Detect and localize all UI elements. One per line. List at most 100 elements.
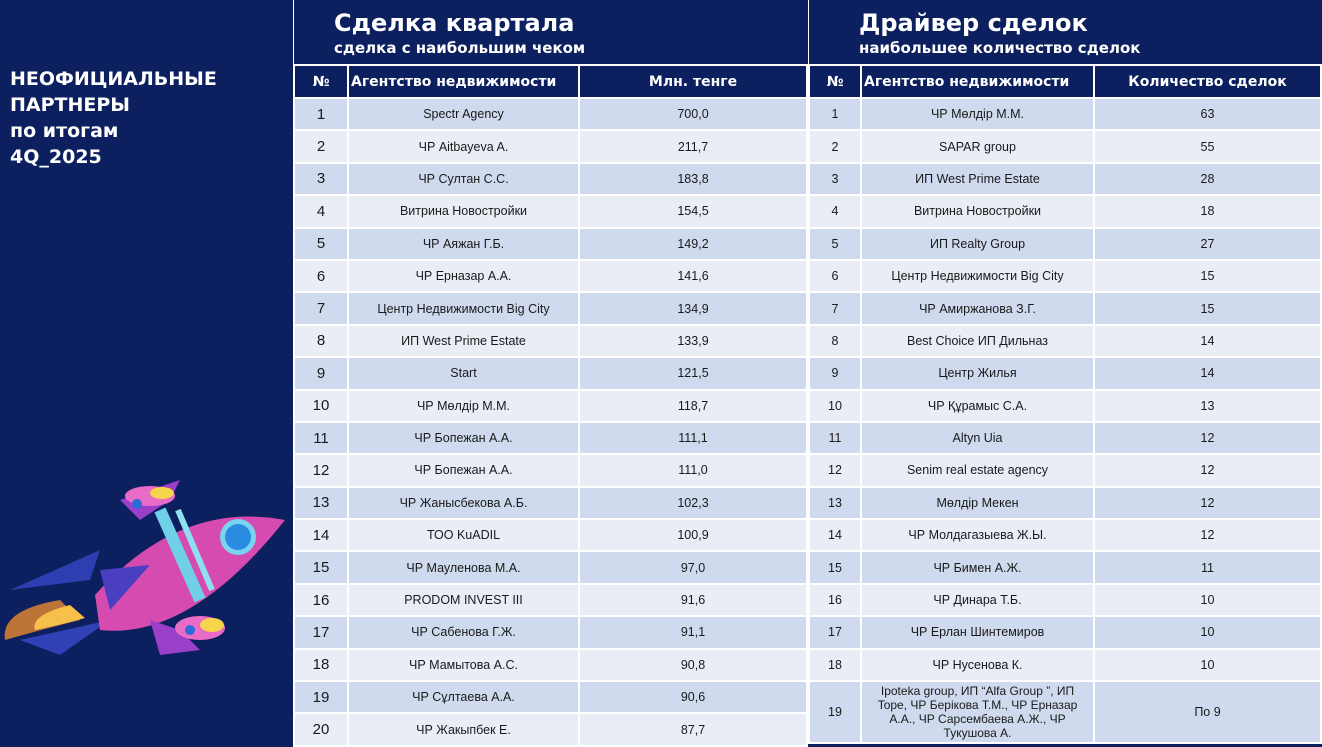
table-row: 19 ЧР Сұлтаева А.А. 90,6 (293, 680, 808, 715)
deal-of-quarter-panel: Сделка квартала сделка с наибольшим чеко… (293, 0, 808, 747)
deal-driver-panel: Драйвер сделок наибольшее количество сде… (808, 0, 1322, 745)
table-row: 19 Ipoteka group, ИП “Alfa Group ”, ИП To… (808, 680, 1322, 745)
cell-agency: ЧР Мөлдір М.М. (347, 388, 580, 423)
cell-value: 141,6 (578, 258, 808, 294)
cell-value: 90,6 (578, 680, 808, 715)
table-row: 1 Spectr Agency 700,0 (293, 96, 808, 132)
table-row: 5 ИП Realty Group 27 (808, 226, 1322, 261)
table-row: 4 Витрина Новостройки 154,5 (293, 194, 808, 229)
table-row: 10 ЧР Құрамыс С.А. 13 (808, 388, 1322, 423)
cell-agency: ЧР Мөлдір М.М. (860, 96, 1095, 132)
table-row: 7 Центр Недвижимости Big City 134,9 (293, 291, 808, 326)
table-row: 6 ЧР Ерназар А.А. 141,6 (293, 258, 808, 294)
cell-value: 13 (1093, 388, 1322, 423)
cell-value: 12 (1093, 485, 1322, 521)
cell-value: По 9 (1093, 680, 1322, 745)
cell-rank: 11 (293, 420, 349, 456)
cell-rank: 16 (808, 582, 862, 618)
cell-rank: 10 (293, 388, 349, 423)
cell-agency: ИП West Prime Estate (347, 323, 580, 359)
cell-value: 27 (1093, 226, 1322, 261)
cell-value: 12 (1093, 518, 1322, 553)
table-row: 8 ИП West Prime Estate 133,9 (293, 323, 808, 359)
cell-rank: 8 (808, 323, 862, 359)
left-panel: НЕОФИЦИАЛЬНЫЕ ПАРТНЕРЫ по итогам 4Q_2025 (0, 0, 293, 743)
cell-value: 63 (1093, 96, 1322, 132)
cell-value: 154,5 (578, 194, 808, 229)
cell-rank: 1 (808, 96, 862, 132)
cell-rank: 17 (293, 615, 349, 650)
cell-agency: ЧР Сабенова Г.Ж. (347, 615, 580, 650)
cell-rank: 9 (808, 356, 862, 391)
cell-agency: Senim real estate agency (860, 453, 1095, 488)
cell-value: 10 (1093, 582, 1322, 618)
cell-rank: 18 (808, 647, 862, 683)
table-row: 10 ЧР Мөлдір М.М. 118,7 (293, 388, 808, 423)
cell-agency: Центр Жилья (860, 356, 1095, 391)
table-row: 14 ЧР Молдагазыева Ж.Ы. 12 (808, 518, 1322, 553)
cell-value: 28 (1093, 161, 1322, 197)
cell-agency: ЧР Жанысбекова А.Б. (347, 485, 580, 521)
table-row: 8 Best Choice ИП Дильназ 14 (808, 323, 1322, 359)
cell-rank: 15 (293, 550, 349, 585)
table-row: 12 ЧР Бопежан А.А. 111,0 (293, 453, 808, 488)
cell-value: 12 (1093, 420, 1322, 456)
col-number: № (293, 64, 349, 99)
col-amount: Млн. тенге (578, 64, 808, 99)
cell-rank: 5 (808, 226, 862, 261)
cell-value: 15 (1093, 258, 1322, 294)
table-row: 13 Мөлдір Мекен 12 (808, 485, 1322, 521)
deal-subtitle: сделка с наибольшим чеком (334, 39, 586, 57)
cell-agency: ИП Realty Group (860, 226, 1095, 261)
cell-rank: 2 (293, 129, 349, 164)
cell-agency: Altyn Uia (860, 420, 1095, 456)
table-row: 2 ЧР Aitbayeva A. 211,7 (293, 129, 808, 164)
col-deal-count: Количество сделок (1093, 64, 1322, 99)
cell-agency: Best Choice ИП Дильназ (860, 323, 1095, 359)
cell-agency: ЧР Ерлан Шинтемиров (860, 615, 1095, 650)
table-row: 12 Senim real estate agency 12 (808, 453, 1322, 488)
cell-rank: 6 (808, 258, 862, 294)
cell-rank: 12 (808, 453, 862, 488)
cell-value: 211,7 (578, 129, 808, 164)
cell-value: 10 (1093, 647, 1322, 683)
cell-agency: ЧР Амиржанова З.Г. (860, 291, 1095, 326)
table-row: 9 Центр Жилья 14 (808, 356, 1322, 391)
table-row: 2 SAPAR group 55 (808, 129, 1322, 164)
cell-rank: 5 (293, 226, 349, 261)
cell-value: 87,7 (578, 712, 808, 747)
cell-agency: Витрина Новостройки (347, 194, 580, 229)
cell-agency: Витрина Новостройки (860, 194, 1095, 229)
cell-value: 111,1 (578, 420, 808, 456)
cell-rank: 11 (808, 420, 862, 456)
cell-rank: 19 (293, 680, 349, 715)
cell-value: 149,2 (578, 226, 808, 261)
cell-rank: 7 (808, 291, 862, 326)
cell-rank: 2 (808, 129, 862, 164)
cell-value: 700,0 (578, 96, 808, 132)
table-row: 7 ЧР Амиржанова З.Г. 15 (808, 291, 1322, 326)
cell-agency: Start (347, 356, 580, 391)
cell-value: 134,9 (578, 291, 808, 326)
cell-agency: ЧР Құрамыс С.А. (860, 388, 1095, 423)
cell-value: 111,0 (578, 453, 808, 488)
cell-rank: 12 (293, 453, 349, 488)
cell-agency: Центр Недвижимости Big City (860, 258, 1095, 294)
table-row: 5 ЧР Аяжан Г.Б. 149,2 (293, 226, 808, 261)
cell-value: 97,0 (578, 550, 808, 585)
cell-value: 91,1 (578, 615, 808, 650)
cell-rank: 9 (293, 356, 349, 391)
cell-rank: 17 (808, 615, 862, 650)
table-row: 16 PRODOM INVEST III 91,6 (293, 582, 808, 618)
cell-value: 133,9 (578, 323, 808, 359)
deal-table: № Агентство недвижимости Млн. тенге 1 Spe… (293, 64, 808, 747)
cell-rank: 7 (293, 291, 349, 326)
col-agency: Агентство недвижимости (347, 64, 580, 99)
cell-value: 91,6 (578, 582, 808, 618)
col-agency: Агентство недвижимости (860, 64, 1095, 99)
cell-agency: ИП West Prime Estate (860, 161, 1095, 197)
cell-rank: 20 (293, 712, 349, 747)
table-row: 4 Витрина Новостройки 18 (808, 194, 1322, 229)
table-row: 16 ЧР Динара Т.Б. 10 (808, 582, 1322, 618)
cell-value: 183,8 (578, 161, 808, 197)
